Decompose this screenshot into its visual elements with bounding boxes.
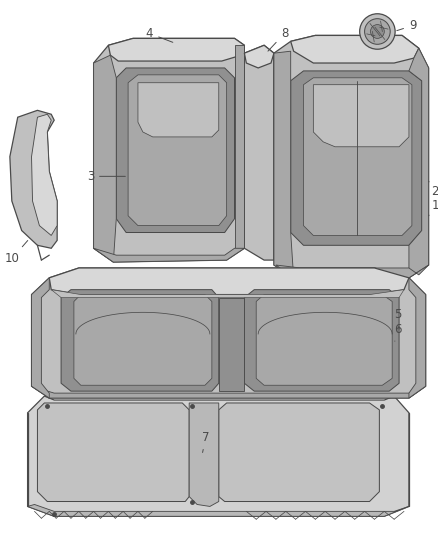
Polygon shape: [61, 289, 219, 391]
Polygon shape: [74, 295, 212, 385]
Text: 10: 10: [5, 240, 28, 264]
Polygon shape: [276, 265, 429, 278]
Polygon shape: [189, 403, 219, 506]
Polygon shape: [219, 297, 244, 391]
Polygon shape: [94, 38, 244, 262]
Circle shape: [364, 19, 390, 44]
Polygon shape: [291, 71, 422, 245]
Text: 3: 3: [87, 170, 125, 183]
Text: 2: 2: [429, 181, 438, 198]
Polygon shape: [244, 45, 274, 260]
Polygon shape: [138, 83, 219, 137]
Polygon shape: [219, 403, 379, 502]
Text: 6: 6: [394, 322, 402, 341]
Polygon shape: [37, 403, 189, 502]
Polygon shape: [313, 85, 409, 147]
Circle shape: [360, 14, 395, 49]
Text: 1: 1: [429, 199, 438, 216]
Polygon shape: [32, 278, 49, 398]
Polygon shape: [274, 51, 293, 278]
Text: 7: 7: [202, 431, 209, 453]
Polygon shape: [94, 248, 244, 262]
Polygon shape: [128, 75, 226, 225]
Polygon shape: [234, 45, 244, 248]
Text: 9: 9: [397, 19, 417, 32]
Circle shape: [371, 25, 384, 38]
Polygon shape: [256, 295, 392, 385]
Text: 4: 4: [146, 27, 173, 42]
Polygon shape: [116, 68, 234, 232]
Polygon shape: [244, 289, 399, 391]
Text: 8: 8: [268, 27, 288, 51]
Text: 5: 5: [394, 308, 402, 329]
Polygon shape: [409, 49, 429, 278]
Polygon shape: [28, 504, 409, 516]
Polygon shape: [32, 114, 57, 236]
Polygon shape: [304, 78, 412, 236]
Polygon shape: [10, 110, 57, 248]
Polygon shape: [32, 268, 426, 398]
Polygon shape: [244, 45, 274, 68]
Polygon shape: [94, 55, 116, 262]
Polygon shape: [49, 268, 409, 295]
Polygon shape: [274, 35, 429, 278]
Polygon shape: [32, 386, 426, 398]
Polygon shape: [291, 35, 419, 63]
Polygon shape: [409, 278, 426, 398]
Polygon shape: [108, 38, 244, 61]
Polygon shape: [51, 289, 404, 297]
Polygon shape: [28, 396, 409, 516]
